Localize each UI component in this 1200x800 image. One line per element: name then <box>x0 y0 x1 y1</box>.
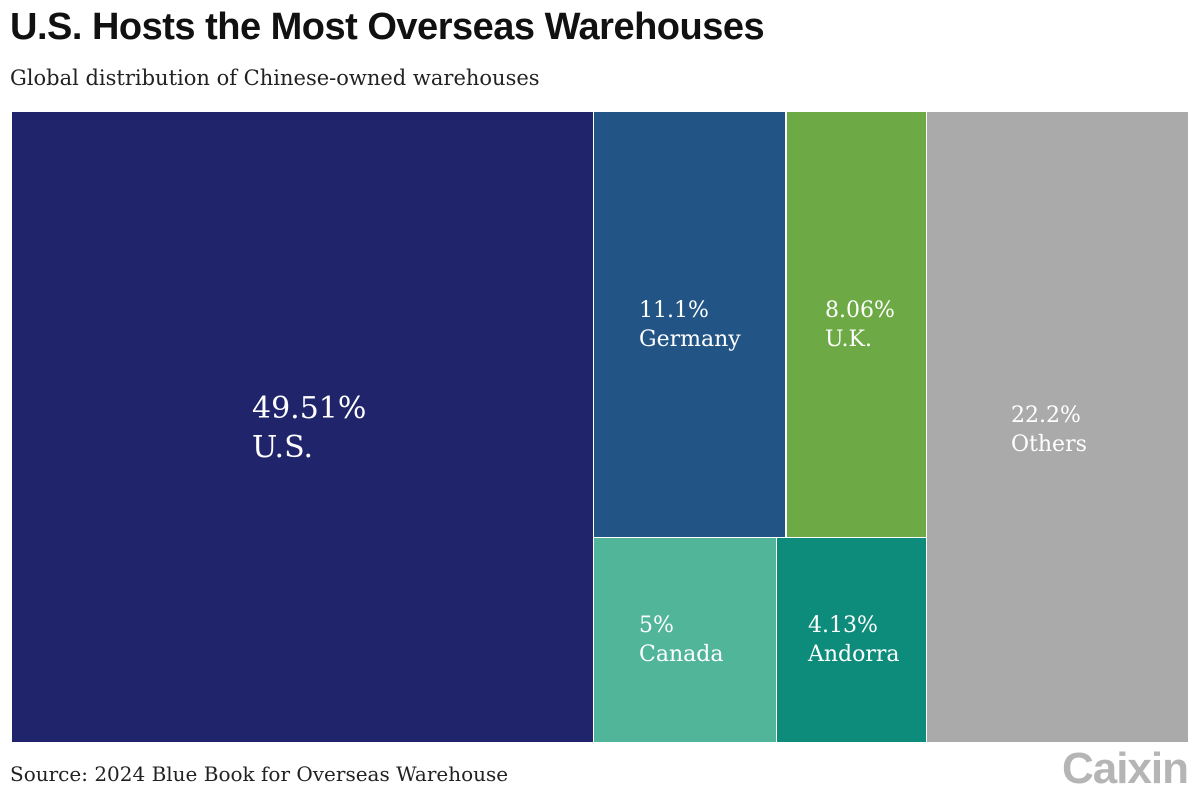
treemap-category-label-u-k: U.K. <box>825 327 872 352</box>
treemap-tile-germany: 11.1% Germany <box>594 112 785 537</box>
treemap-value-label-germany: 11.1% <box>639 298 709 323</box>
treemap-value-label-u-s: 49.51% <box>252 391 366 426</box>
treemap-category-label-germany: Germany <box>639 327 741 352</box>
chart-subtitle: Global distribution of Chinese-owned war… <box>10 66 540 90</box>
treemap-rect-u-k <box>787 112 926 537</box>
treemap-tile-others: 22.2% Others <box>927 112 1188 742</box>
treemap-rect-germany <box>594 112 785 537</box>
treemap-category-label-andorra: Andorra <box>807 642 900 667</box>
treemap-chart: 49.51% U.S. 11.1% Germany 8.06% U.K. 5% Canada 4… <box>12 112 1188 742</box>
treemap-tile-canada: 5% Canada <box>594 538 776 742</box>
treemap-rect-andorra <box>777 538 926 742</box>
treemap-category-label-u-s: U.S. <box>252 430 313 465</box>
treemap-value-label-u-k: 8.06% <box>825 298 895 323</box>
source-note: Source: 2024 Blue Book for Overseas Ware… <box>10 762 509 786</box>
treemap-value-label-andorra: 4.13% <box>808 613 878 638</box>
treemap-rect-u-s <box>12 112 593 742</box>
treemap-value-label-others: 22.2% <box>1011 403 1081 428</box>
treemap-rect-canada <box>594 538 776 742</box>
treemap-category-label-others: Others <box>1011 432 1087 457</box>
treemap-tile-u-k: 8.06% U.K. <box>787 112 926 537</box>
caixin-logo: Caixin <box>1061 744 1189 793</box>
treemap-tile-u-s: 49.51% U.S. <box>12 112 593 742</box>
treemap-rect-others <box>927 112 1188 742</box>
treemap-category-label-canada: Canada <box>639 642 723 667</box>
chart-title: U.S. Hosts the Most Overseas Warehouses <box>10 6 765 48</box>
treemap-value-label-canada: 5% <box>639 613 674 638</box>
treemap-tile-andorra: 4.13% Andorra <box>777 538 926 742</box>
